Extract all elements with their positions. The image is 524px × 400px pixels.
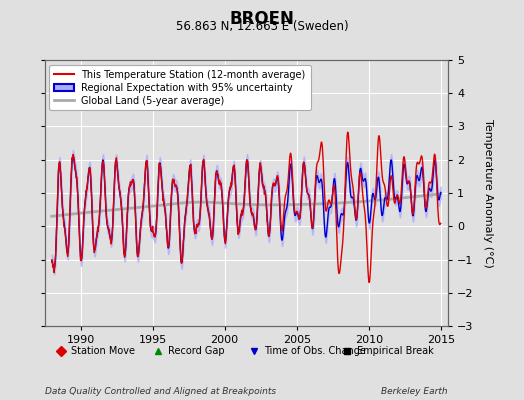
Text: 56.863 N, 12.663 E (Sweden): 56.863 N, 12.663 E (Sweden): [176, 20, 348, 33]
Text: Station Move: Station Move: [71, 346, 135, 356]
Y-axis label: Temperature Anomaly (°C): Temperature Anomaly (°C): [483, 119, 493, 267]
Text: Empirical Break: Empirical Break: [357, 346, 434, 356]
Legend: This Temperature Station (12-month average), Regional Expectation with 95% uncer: This Temperature Station (12-month avera…: [49, 65, 311, 110]
Text: Berkeley Earth: Berkeley Earth: [381, 387, 448, 396]
Text: Time of Obs. Change: Time of Obs. Change: [265, 346, 366, 356]
Text: Data Quality Controlled and Aligned at Breakpoints: Data Quality Controlled and Aligned at B…: [45, 387, 276, 396]
Text: Record Gap: Record Gap: [168, 346, 224, 356]
Text: BROEN: BROEN: [230, 10, 294, 28]
